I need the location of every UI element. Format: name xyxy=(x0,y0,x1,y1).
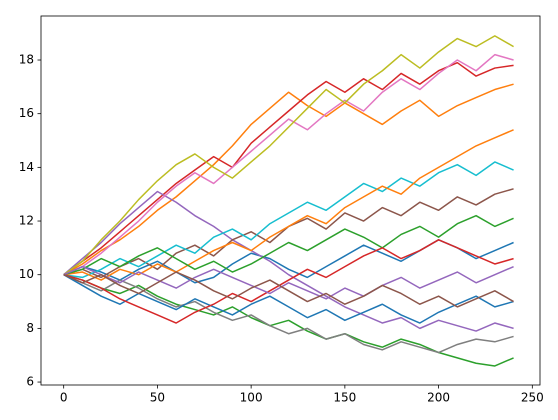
y-tick-label: 6 xyxy=(26,375,34,389)
axes-frame xyxy=(40,15,541,386)
x-tick-label: 0 xyxy=(60,391,68,405)
series-line xyxy=(63,271,514,308)
y-tick-label: 14 xyxy=(19,160,34,174)
y-tick-label: 10 xyxy=(19,267,34,281)
series-line xyxy=(63,161,514,279)
series-line xyxy=(63,53,514,276)
x-tick-label: 100 xyxy=(240,391,263,405)
y-tick-label: 12 xyxy=(19,214,34,228)
x-tick-label: 50 xyxy=(150,391,165,405)
y-tick-label: 18 xyxy=(19,53,34,67)
series-line xyxy=(63,239,514,324)
series-line xyxy=(63,265,514,300)
x-tick-label: 250 xyxy=(521,391,544,405)
series-line xyxy=(63,214,514,276)
x-tick-label: 200 xyxy=(427,391,450,405)
series-line xyxy=(63,190,514,332)
series-line xyxy=(63,83,514,276)
y-tick-label: 8 xyxy=(26,321,34,335)
series-line xyxy=(63,274,514,354)
series-line xyxy=(63,35,514,276)
y-tick-label: 16 xyxy=(19,106,34,120)
series-line xyxy=(63,129,514,281)
x-tick-label: 150 xyxy=(333,391,356,405)
series-line xyxy=(63,61,514,276)
plot-area xyxy=(63,35,514,367)
